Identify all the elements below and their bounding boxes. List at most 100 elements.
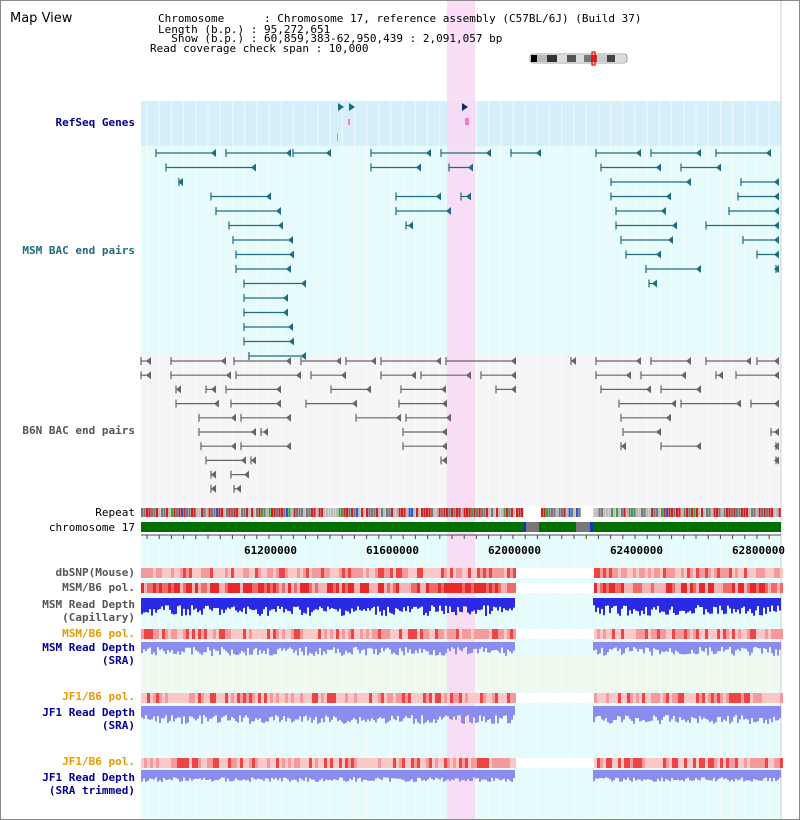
- msm-sra-depth-bar: [207, 642, 209, 648]
- jf1-b6-pol-strip: [426, 693, 429, 703]
- msm-b6-pol-strip: [330, 583, 333, 593]
- jf1-sra-depth-bar: [173, 706, 175, 722]
- dbsnp-strip: [447, 568, 450, 578]
- msm-b6-pol-strip: [624, 583, 627, 593]
- jf1-sra-depth-bar: [455, 706, 457, 720]
- dbsnp-strip: [753, 568, 756, 578]
- msm-b6-pol-strip: [600, 583, 603, 593]
- jf1-trimmed-depth-bar: [663, 770, 665, 782]
- repeat-mark: [691, 508, 694, 517]
- msm-b6-pol2-strip: [318, 629, 321, 639]
- ideogram-band: [576, 55, 584, 62]
- msm-b6-pol-strip: [510, 583, 513, 593]
- repeat-mark: [448, 508, 451, 517]
- dbsnp-strip: [759, 568, 762, 578]
- msm-capillary-depth-bar: [279, 598, 281, 609]
- jf1-sra-depth-bar: [615, 706, 617, 720]
- dbsnp-strip: [504, 568, 507, 578]
- msm-b6-pol2-strip: [174, 629, 177, 639]
- msm-sra-depth-bar: [211, 642, 213, 656]
- ideogram-outline: [529, 53, 628, 64]
- ideogram-band: [584, 55, 591, 62]
- repeat-mark: [173, 508, 176, 517]
- msm-sra-depth-bar: [701, 642, 703, 651]
- msm-sra-depth-bar: [345, 642, 347, 651]
- jf1-b6-pol2-strip: [627, 758, 630, 768]
- jf1-trimmed-depth-bar: [485, 770, 487, 780]
- msm-capillary-depth-bar: [343, 598, 345, 616]
- msm-capillary-depth-bar: [267, 598, 269, 616]
- msm-sra-depth-bar: [755, 642, 757, 647]
- msm-b6-pol2-strip: [600, 629, 603, 639]
- jf1-trimmed-depth-bar: [351, 770, 353, 780]
- jf1-b6-pol-strip: [528, 693, 531, 703]
- jf1-trimmed-depth-bar: [443, 770, 445, 782]
- repeat-mark: [593, 508, 596, 517]
- msm-sra-depth-bar: [407, 642, 409, 653]
- msm-b6-pol-strip: [282, 583, 285, 593]
- msm-sra-depth-bar: [145, 642, 147, 652]
- msm-b6-pol2-strip: [675, 629, 678, 639]
- dbsnp-strip: [300, 568, 303, 578]
- jf1-b6-pol-strip: [546, 693, 549, 703]
- msm-b6-pol-strip: [321, 583, 324, 593]
- msm-b6-pol-strip: [213, 583, 216, 593]
- msm-b6-pol-strip: [393, 583, 396, 593]
- jf1-b6-pol-strip: [348, 693, 351, 703]
- jf1-b6-pol2-strip: [327, 758, 330, 768]
- dbsnp-strip: [405, 568, 408, 578]
- jf1-b6-pol-strip: [444, 693, 447, 703]
- jf1-b6-pol-strip: [375, 693, 378, 703]
- jf1-trimmed-depth-bar: [371, 770, 373, 781]
- jf1-sra-depth-bar: [647, 706, 649, 722]
- jf1-b6-pol-strip: [192, 693, 195, 703]
- jf1-trimmed-depth-bar: [279, 770, 281, 779]
- repeat-mark: [236, 508, 239, 517]
- repeat-mark: [711, 508, 714, 517]
- msm-b6-pol-strip: [621, 583, 624, 593]
- repeat-mark: [451, 508, 454, 517]
- jf1-b6-pol-strip: [303, 693, 306, 703]
- b6n-bac-pair-arrow: [146, 371, 151, 380]
- jf1-b6-pol-strip: [603, 693, 606, 703]
- msm-b6-pol-strip: [756, 583, 759, 593]
- msm-b6-pol2-strip: [594, 629, 597, 639]
- jf1-trimmed-depth-bar: [723, 770, 725, 780]
- jf1-b6-pol2-strip: [282, 758, 285, 768]
- msm-capillary-depth-bar: [391, 598, 393, 614]
- jf1-sra-depth-bar: [423, 706, 425, 724]
- jf1-sra-depth-bar: [273, 706, 275, 721]
- repeat-mark: [626, 508, 629, 517]
- repeat-mark: [648, 508, 651, 517]
- repeat-mark: [261, 508, 264, 517]
- jf1-trimmed-depth-bar: [355, 770, 357, 782]
- msm-b6-pol-strip: [657, 583, 660, 593]
- msm-b6-pol2-strip: [660, 629, 663, 639]
- msm-sra-depth-bar: [777, 642, 779, 656]
- jf1-sra-depth-bar: [317, 706, 319, 724]
- msm-capillary-depth-bar: [277, 598, 279, 607]
- jf1-trimmed-depth-bar: [683, 770, 685, 782]
- jf1-trimmed-depth-bar: [175, 770, 177, 779]
- jf1-sra-depth-bar: [345, 706, 347, 723]
- jf1-trimmed-depth-bar: [389, 770, 391, 782]
- msm-b6-pol2-strip: [528, 629, 531, 639]
- msm-b6-pol2-strip: [657, 629, 660, 639]
- jf1-b6-pol2-strip: [219, 758, 222, 768]
- msm-sra-depth-bar: [699, 642, 701, 648]
- dbsnp-strip: [291, 568, 294, 578]
- msm-b6-pol2-strip: [321, 629, 324, 639]
- msm-b6-pol2-strip: [753, 629, 756, 639]
- jf1-sra-depth-bar: [613, 706, 615, 721]
- msm-capillary-depth-bar: [239, 598, 241, 611]
- jf1-sra-depth-bar: [475, 706, 477, 723]
- msm-sra-depth-bar: [341, 642, 343, 656]
- msm-b6-pol-strip: [708, 583, 711, 593]
- jf1-b6-pol-strip: [222, 693, 225, 703]
- msm-b6-pol-strip: [159, 583, 162, 593]
- msm-sra-depth-bar: [243, 642, 245, 653]
- jf1-b6-pol2-strip: [159, 758, 162, 768]
- jf1-sra-depth-bar: [211, 706, 213, 719]
- jf1-sra-depth-bar: [595, 706, 597, 717]
